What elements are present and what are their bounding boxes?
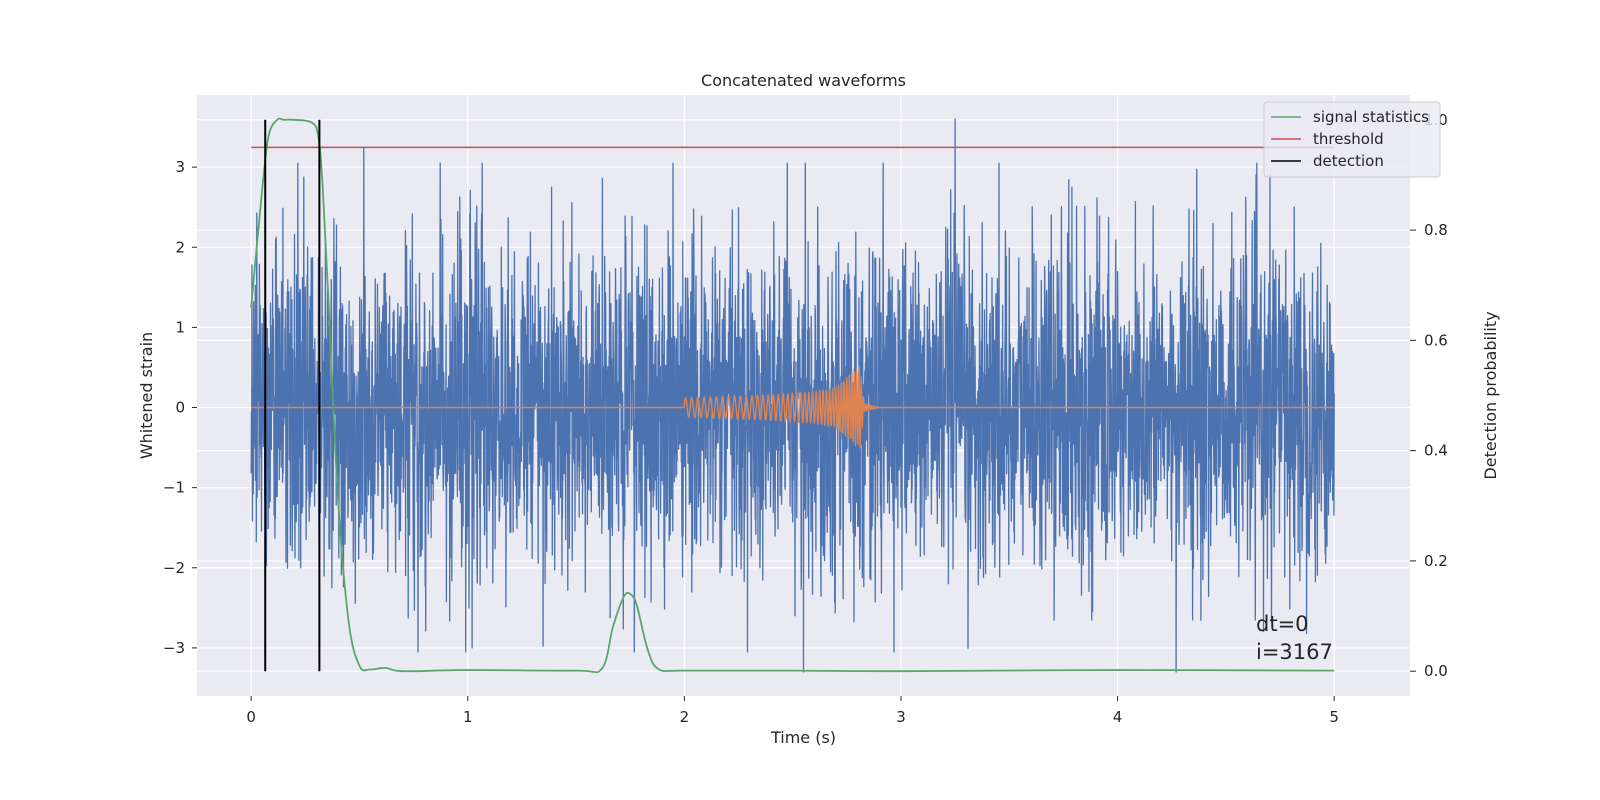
x-tick-label: 2 bbox=[680, 708, 690, 726]
y2-axis-label: Detection probability bbox=[1481, 311, 1500, 479]
chart-title: Concatenated waveforms bbox=[701, 71, 906, 90]
y-tick-label: −2 bbox=[163, 559, 185, 577]
legend-label-threshold: threshold bbox=[1313, 130, 1384, 148]
legend-label-detection: detection bbox=[1313, 152, 1384, 170]
x-tick-label: 1 bbox=[463, 708, 473, 726]
legend-box bbox=[1263, 101, 1441, 178]
y-tick-label: 2 bbox=[175, 238, 185, 256]
x-tick-label: 0 bbox=[246, 708, 256, 726]
y2-tick-label: 0.0 bbox=[1424, 662, 1448, 680]
y-tick-label: −1 bbox=[163, 479, 185, 497]
annotation-dt: dt=0 bbox=[1256, 612, 1309, 636]
legend-label-signal-statistics: signal statistics bbox=[1313, 108, 1429, 126]
legend: signal statistics threshold detection bbox=[1263, 101, 1441, 178]
series-layer bbox=[250, 117, 1335, 674]
x-tick-label: 3 bbox=[896, 708, 906, 726]
y-tick-label: −3 bbox=[163, 639, 185, 657]
series-signal-statistics bbox=[250, 117, 1335, 674]
y-tick-label: 3 bbox=[175, 158, 185, 176]
y-tick-label: 1 bbox=[175, 318, 185, 336]
series-whitened-strain bbox=[250, 118, 1335, 673]
series-injected-signal bbox=[250, 365, 1335, 449]
x-tick-label: 5 bbox=[1329, 708, 1339, 726]
x-tick-label: 4 bbox=[1113, 708, 1123, 726]
y-tick-label: 0 bbox=[175, 399, 185, 417]
annotation-index: i=3167 bbox=[1256, 640, 1333, 664]
y2-tick-label: 0.6 bbox=[1424, 331, 1448, 349]
y-axis-label: Whitened strain bbox=[137, 332, 156, 459]
y2-tick-label: 0.4 bbox=[1424, 442, 1448, 460]
y2-tick-label: 0.2 bbox=[1424, 552, 1448, 570]
x-axis-label: Time (s) bbox=[770, 728, 836, 747]
y2-tick-label: 0.8 bbox=[1424, 221, 1448, 239]
